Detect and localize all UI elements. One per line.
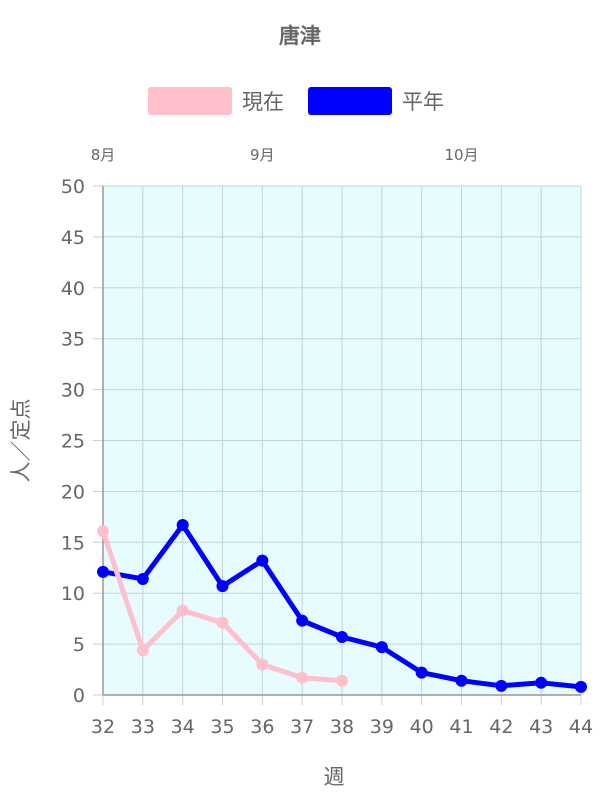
y-tick-label: 50 (61, 176, 85, 198)
data-point-current (176, 604, 189, 617)
data-point-average (216, 580, 229, 593)
data-point-current (97, 525, 109, 538)
chart-title: 唐津 (279, 24, 321, 48)
x-tick-label: 42 (489, 716, 513, 738)
x-tick-label: 40 (410, 716, 434, 738)
x-tick-label: 34 (171, 716, 195, 738)
legend-swatch-current (148, 87, 232, 115)
y-tick-label: 40 (61, 278, 85, 300)
data-point-average (256, 554, 269, 567)
legend-swatch-average (308, 87, 392, 115)
x-tick-label: 36 (250, 716, 274, 738)
y-tick-label: 5 (73, 634, 85, 656)
data-point-average (575, 680, 587, 693)
data-point-current (216, 616, 229, 629)
data-point-average (455, 674, 468, 687)
y-tick-label: 10 (61, 583, 85, 605)
legend: 現在 平年 (0, 84, 600, 118)
month-label: 8月 (91, 146, 116, 164)
month-label: 9月 (250, 146, 275, 164)
y-axis-title: 人／定点 (9, 399, 33, 483)
y-tick-label: 20 (61, 481, 85, 503)
data-point-average (415, 666, 428, 679)
data-point-average (136, 572, 149, 585)
legend-label-average: 平年 (402, 90, 444, 114)
data-point-average (336, 630, 348, 643)
y-tick-label: 30 (61, 380, 85, 402)
x-tick-label: 41 (449, 716, 473, 738)
data-point-average (495, 679, 508, 692)
x-tick-label: 32 (91, 716, 115, 738)
y-tick-label: 25 (61, 431, 85, 453)
x-tick-label: 39 (370, 716, 394, 738)
y-tick-label: 15 (61, 532, 85, 554)
data-point-average (375, 641, 388, 654)
data-point-current (256, 658, 269, 671)
x-tick-label: 35 (210, 716, 234, 738)
data-point-current (136, 644, 149, 657)
x-tick-label: 33 (131, 716, 155, 738)
x-tick-label: 43 (529, 716, 553, 738)
data-point-average (97, 565, 109, 578)
data-point-average (176, 518, 189, 531)
month-label: 10月 (444, 146, 478, 164)
x-tick-label: 37 (290, 716, 314, 738)
y-tick-label: 35 (61, 329, 85, 351)
x-axis-title: 週 (324, 765, 345, 789)
data-point-average (535, 676, 548, 689)
y-tick-label: 0 (73, 685, 85, 707)
data-point-current (336, 674, 348, 687)
x-tick-label: 38 (330, 716, 354, 738)
legend-label-current: 現在 (242, 90, 284, 114)
x-tick-label: 44 (569, 716, 593, 738)
y-tick-label: 45 (61, 227, 85, 249)
data-point-average (296, 614, 309, 627)
data-point-current (296, 671, 309, 684)
